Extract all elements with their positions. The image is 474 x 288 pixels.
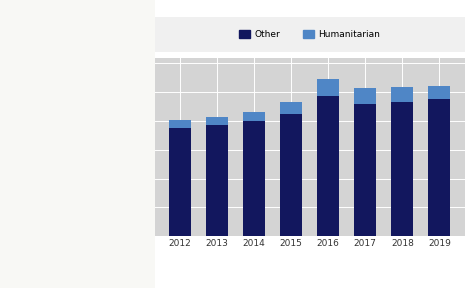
Bar	[243, 112, 265, 121]
Bar	[317, 96, 339, 236]
Bar	[428, 86, 450, 99]
Bar	[280, 114, 302, 236]
Bar	[206, 125, 228, 236]
Bar	[169, 120, 191, 128]
Bar	[206, 117, 228, 125]
Bar	[280, 102, 302, 114]
Bar	[428, 99, 450, 236]
Bar	[354, 88, 376, 104]
Bar	[391, 87, 413, 102]
Bar	[317, 79, 339, 96]
Bar	[243, 121, 265, 236]
Legend: Other, Humanitarian: Other, Humanitarian	[237, 28, 382, 41]
Y-axis label: Millions: Millions	[135, 130, 144, 164]
Bar	[354, 104, 376, 236]
Bar	[391, 102, 413, 236]
Bar	[169, 128, 191, 236]
